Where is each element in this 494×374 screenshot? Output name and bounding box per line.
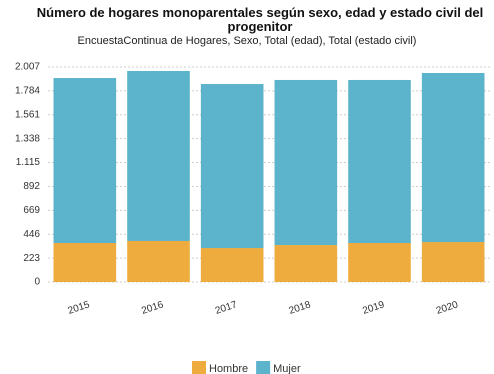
y-tick-label: 669: [23, 205, 40, 216]
y-tick-label: 2.007: [15, 62, 40, 73]
bar-segment: [53, 243, 117, 282]
bar-segment: [200, 248, 264, 282]
x-tick-label: 2016: [140, 299, 165, 316]
x-tick-label: 2020: [435, 299, 460, 316]
y-tick-label: 1.115: [16, 157, 41, 168]
legend-label: Mujer: [273, 363, 301, 374]
y-tick-label: 1.784: [15, 86, 40, 97]
x-tick-label: 2017: [214, 299, 239, 316]
bar-segment: [53, 78, 117, 244]
bar-segment: [274, 79, 338, 246]
x-tick-label: 2015: [67, 299, 92, 316]
chart-title: Número de hogares monoparentales según s…: [36, 5, 484, 34]
bar-segment: [200, 84, 264, 249]
y-tick-label: 892: [23, 181, 40, 192]
legend-swatch: [256, 361, 271, 374]
y-tick-label: 1.561: [15, 109, 40, 120]
bar-segment: [127, 240, 190, 282]
bar-segment: [421, 242, 485, 282]
y-tick-label: 446: [23, 229, 40, 240]
y-tick-label: 1.338: [15, 133, 40, 144]
bar-segment: [127, 70, 190, 241]
chart-subtitle: EncuestaContinua de Hogares, Sexo, Total…: [77, 35, 417, 47]
bar-segment: [421, 72, 485, 243]
bar-segment: [348, 243, 411, 282]
bar-segment: [274, 245, 338, 282]
y-tick-label: 223: [23, 253, 40, 264]
x-tick-label: 2018: [288, 299, 313, 316]
legend-swatch: [192, 361, 206, 374]
y-tick-label: 0: [34, 277, 40, 288]
legend-label: Hombre: [209, 363, 248, 374]
x-tick-label: 2019: [361, 299, 386, 316]
bar-segment: [348, 79, 411, 244]
